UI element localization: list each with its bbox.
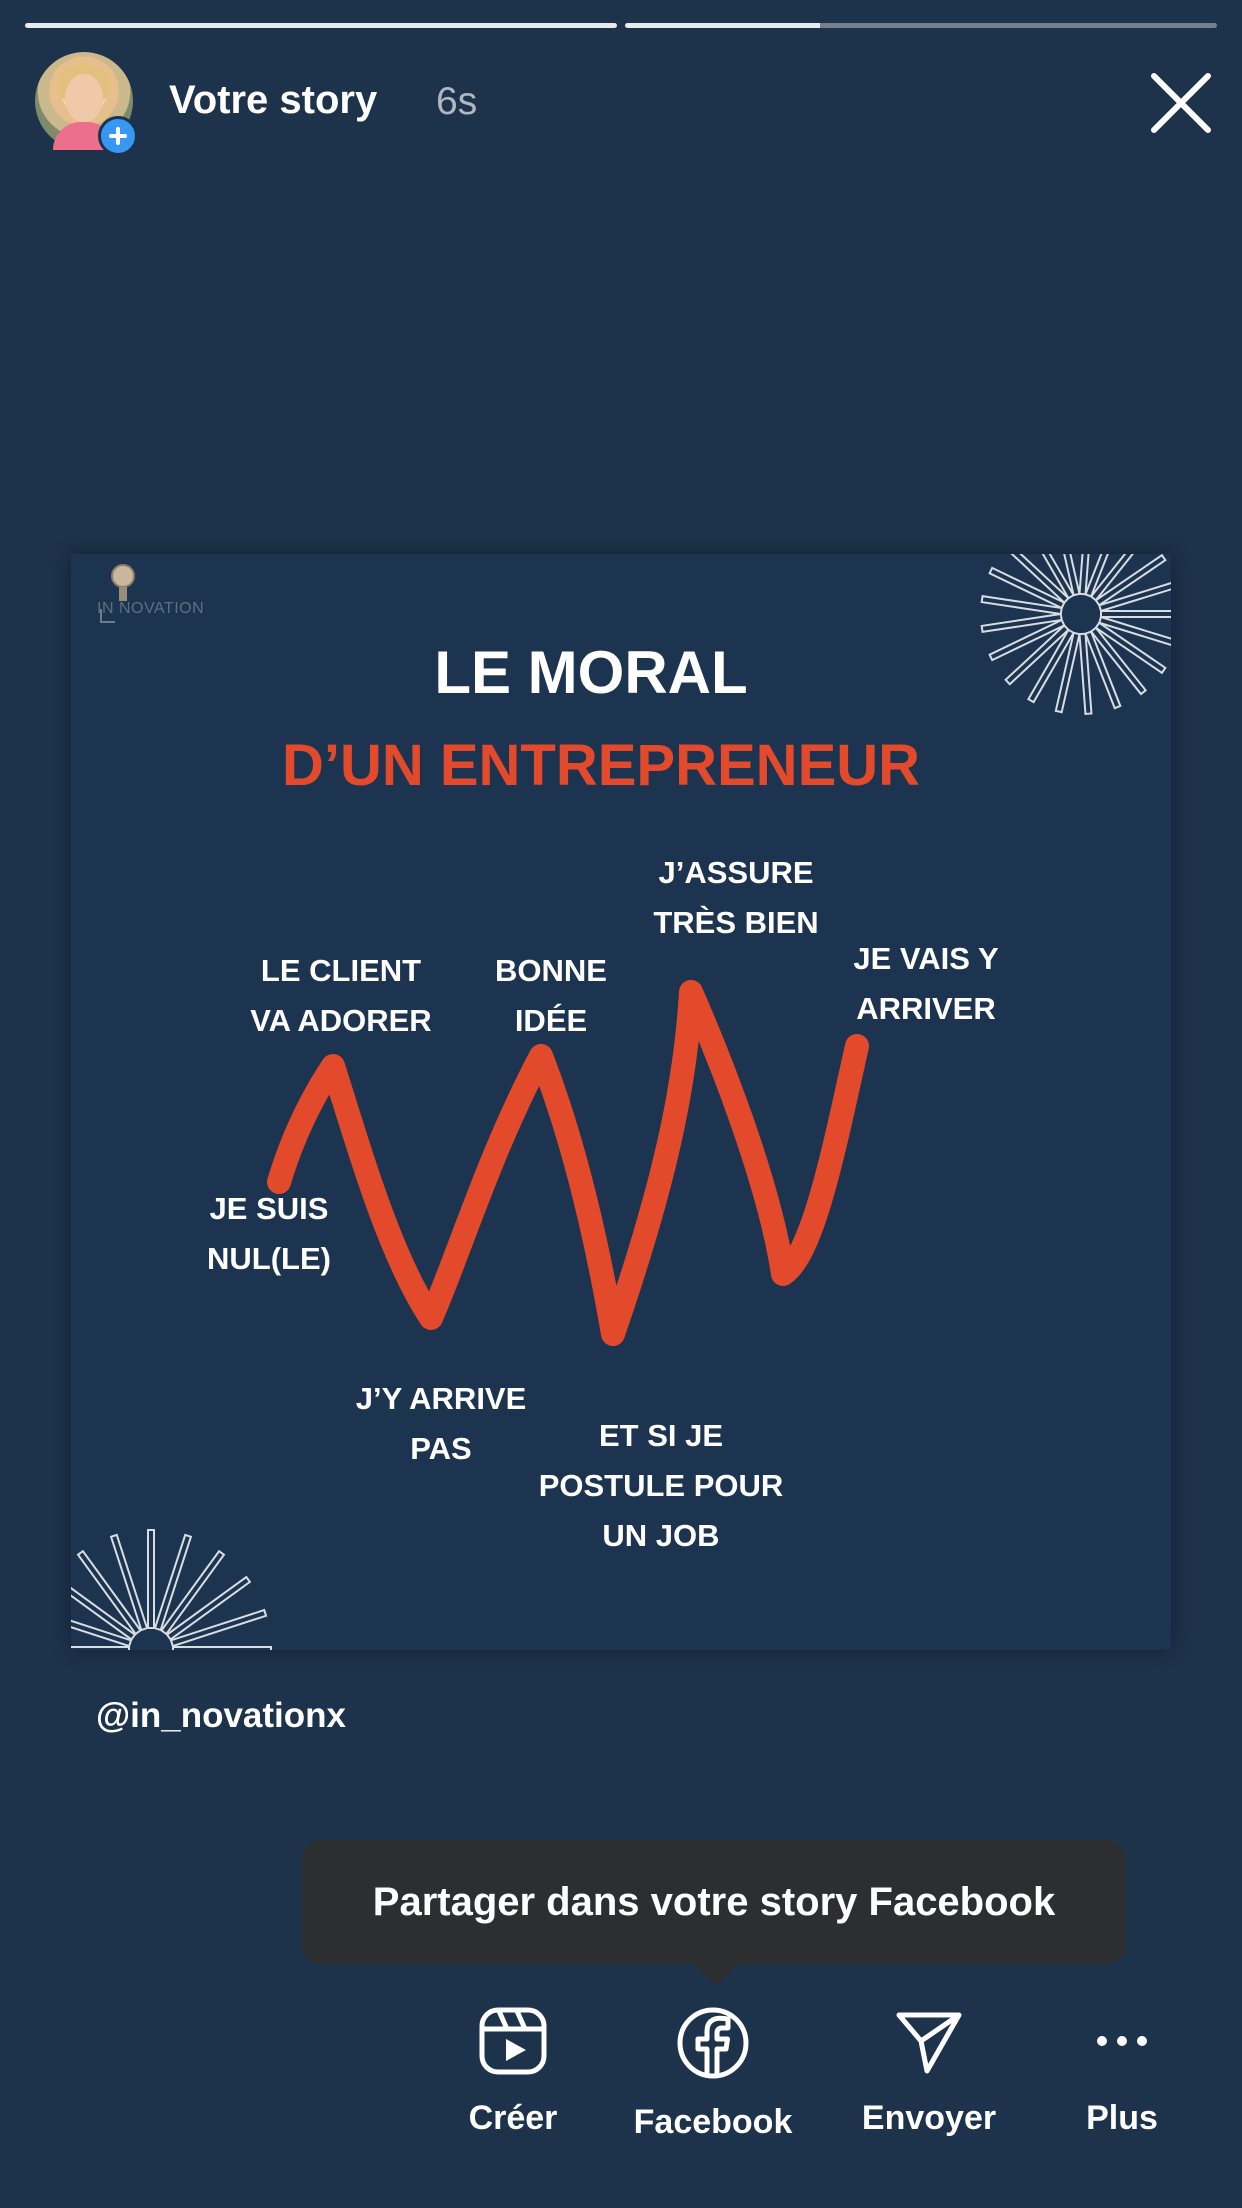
label-je-suis-nul: JE SUIS NUL(LE)	[207, 1191, 331, 1276]
post-title: LE MORAL	[434, 639, 748, 706]
post-subtitle: D’UN ENTREPRENEUR	[281, 733, 921, 798]
shared-post-image[interactable]: IN NOVATION LE MORAL D’UN ENTREPRENEUR J…	[71, 554, 1171, 1650]
story-progress-bar-2	[625, 23, 1217, 28]
sunburst-decoration-icon	[980, 554, 1171, 716]
add-story-icon[interactable]	[98, 116, 138, 156]
mention-sticker[interactable]: @in_novationx	[96, 1696, 346, 1735]
share-tooltip[interactable]: Partager dans votre story Facebook	[302, 1840, 1126, 1986]
lightbulb-logo-icon	[100, 564, 135, 623]
morale-zigzag-line	[267, 980, 869, 1346]
story-progress-bar-1	[25, 23, 617, 28]
reels-icon	[479, 2007, 547, 2075]
sunburst-decoration-icon	[71, 1529, 272, 1650]
tooltip-text: Partager dans votre story Facebook	[372, 1880, 1056, 1924]
send-button[interactable]: Envoyer	[834, 2005, 1024, 2138]
label-je-vais: JE VAIS Y ARRIVER	[853, 941, 999, 1026]
facebook-icon	[677, 2007, 749, 2079]
post-logo-text: IN NOVATION	[97, 600, 205, 617]
label-jassure: J’ASSURE TRÈS BIEN	[653, 855, 819, 940]
facebook-label: Facebook	[633, 2103, 793, 2141]
create-label: Créer	[468, 2099, 558, 2137]
post-graphics	[71, 554, 1171, 1650]
create-button[interactable]: Créer	[418, 2005, 608, 2138]
label-le-client: LE CLIENT VA ADORER	[250, 953, 432, 1038]
label-jy-arrive-pas: J’Y ARRIVE PAS	[355, 1381, 527, 1466]
story-title: Votre story	[169, 78, 378, 122]
label-bonne-idee: BONNE IDÉE	[495, 953, 607, 1038]
send-label: Envoyer	[861, 2099, 997, 2137]
more-icon	[1097, 2036, 1147, 2046]
label-postule: ET SI JE POSTULE POUR UN JOB	[538, 1418, 784, 1553]
send-icon	[896, 2012, 962, 2074]
more-button[interactable]: Plus	[1027, 2005, 1217, 2138]
story-timestamp: 6s	[436, 80, 478, 123]
close-icon[interactable]	[1148, 70, 1214, 136]
more-label: Plus	[1086, 2099, 1158, 2137]
facebook-share-button[interactable]: Facebook	[618, 2005, 808, 2142]
